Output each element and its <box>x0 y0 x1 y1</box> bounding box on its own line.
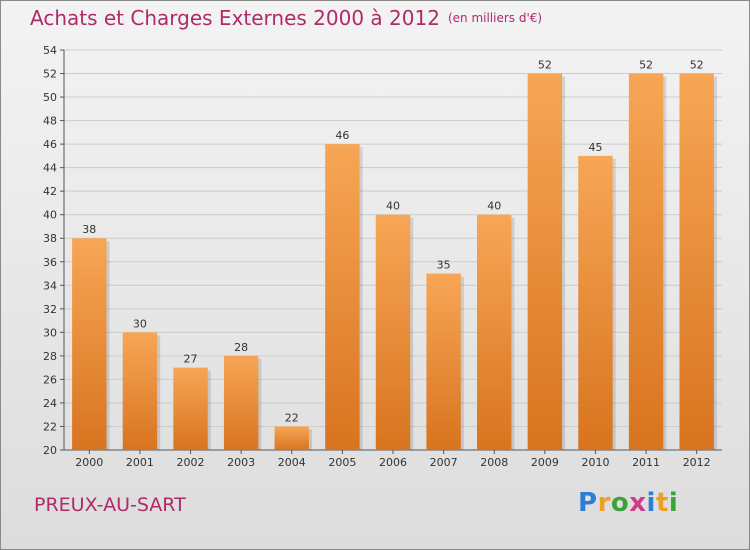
x-tick-label: 2011 <box>632 456 660 469</box>
logo-letter: P <box>578 488 598 518</box>
bar <box>426 273 461 450</box>
y-tick-label: 34 <box>43 279 57 292</box>
bar-value-label: 27 <box>184 353 198 366</box>
bar <box>122 332 158 450</box>
bar-value-label: 40 <box>487 200 501 213</box>
bar <box>223 355 259 450</box>
y-tick-label: 44 <box>43 162 57 175</box>
bar <box>274 426 309 450</box>
bar-value-label: 30 <box>133 317 147 330</box>
bar <box>173 367 208 450</box>
proxiti-logo: Proxiti <box>578 488 678 518</box>
bar-value-label: 52 <box>690 59 704 72</box>
y-tick-label: 36 <box>43 256 57 269</box>
chart-unit: (en milliers d'€) <box>447 11 543 25</box>
x-tick-label: 2008 <box>480 456 508 469</box>
x-tick-label: 2010 <box>581 456 609 469</box>
y-tick-label: 24 <box>43 397 57 410</box>
y-tick-label: 46 <box>43 138 57 151</box>
bars <box>72 73 717 450</box>
y-tick-label: 42 <box>43 185 57 198</box>
logo-letter: x <box>629 488 647 518</box>
bar <box>477 214 512 450</box>
commune-name: PREUX-AU-SART <box>34 494 186 516</box>
x-tick-label: 2004 <box>278 456 306 469</box>
y-tick-label: 52 <box>43 68 57 81</box>
bar <box>679 73 714 450</box>
y-tick-label: 54 <box>43 44 57 57</box>
bar-value-label: 22 <box>285 411 299 424</box>
bar-value-label: 40 <box>386 200 400 213</box>
x-tick-label: 2007 <box>430 456 458 469</box>
y-tick-label: 20 <box>43 444 57 457</box>
bar <box>628 73 664 450</box>
bar <box>527 73 563 450</box>
y-tick-label: 28 <box>43 350 57 363</box>
y-tick-label: 38 <box>43 232 57 245</box>
y-tick-label: 50 <box>43 91 57 104</box>
chart-title: Achats et Charges Externes 2000 à 2012 (e… <box>30 6 542 30</box>
x-tick-label: 2003 <box>227 456 255 469</box>
bar-value-label: 46 <box>335 129 349 142</box>
y-tick-label: 30 <box>43 326 57 339</box>
x-tick-label: 2009 <box>531 456 559 469</box>
x-tick-label: 2001 <box>126 456 154 469</box>
logo-letter: i <box>668 488 679 518</box>
y-tick-label: 22 <box>43 420 57 433</box>
bar <box>375 214 411 450</box>
bar <box>72 238 107 450</box>
bar-value-label: 38 <box>82 223 96 236</box>
bar-value-label: 52 <box>639 59 653 72</box>
x-tick-label: 2000 <box>75 456 103 469</box>
chart-title-text: Achats et Charges Externes 2000 à 2012 <box>30 6 440 30</box>
y-tick-label: 32 <box>43 303 57 316</box>
logo-letter: r <box>597 488 611 518</box>
bar <box>325 144 360 450</box>
bar <box>578 155 613 450</box>
y-tick-label: 48 <box>43 115 57 128</box>
x-tick-label: 2006 <box>379 456 407 469</box>
bar-value-label: 52 <box>538 59 552 72</box>
y-tick-label: 26 <box>43 373 57 386</box>
logo-letter: t <box>655 488 669 518</box>
y-tick-label: 40 <box>43 209 57 222</box>
bar-value-label: 35 <box>437 259 451 272</box>
bar-value-label: 45 <box>588 141 602 154</box>
bar-value-label: 28 <box>234 341 248 354</box>
logo-letter: o <box>610 488 630 518</box>
x-tick-label: 2005 <box>328 456 356 469</box>
logo-letter: i <box>646 488 656 518</box>
labels: 20 22 24 26 28 30 32 34 36 38 40 42 44 46 48 50 52 54 38 20… <box>43 44 711 469</box>
x-tick-label: 2002 <box>177 456 205 469</box>
x-tick-label: 2012 <box>683 456 711 469</box>
